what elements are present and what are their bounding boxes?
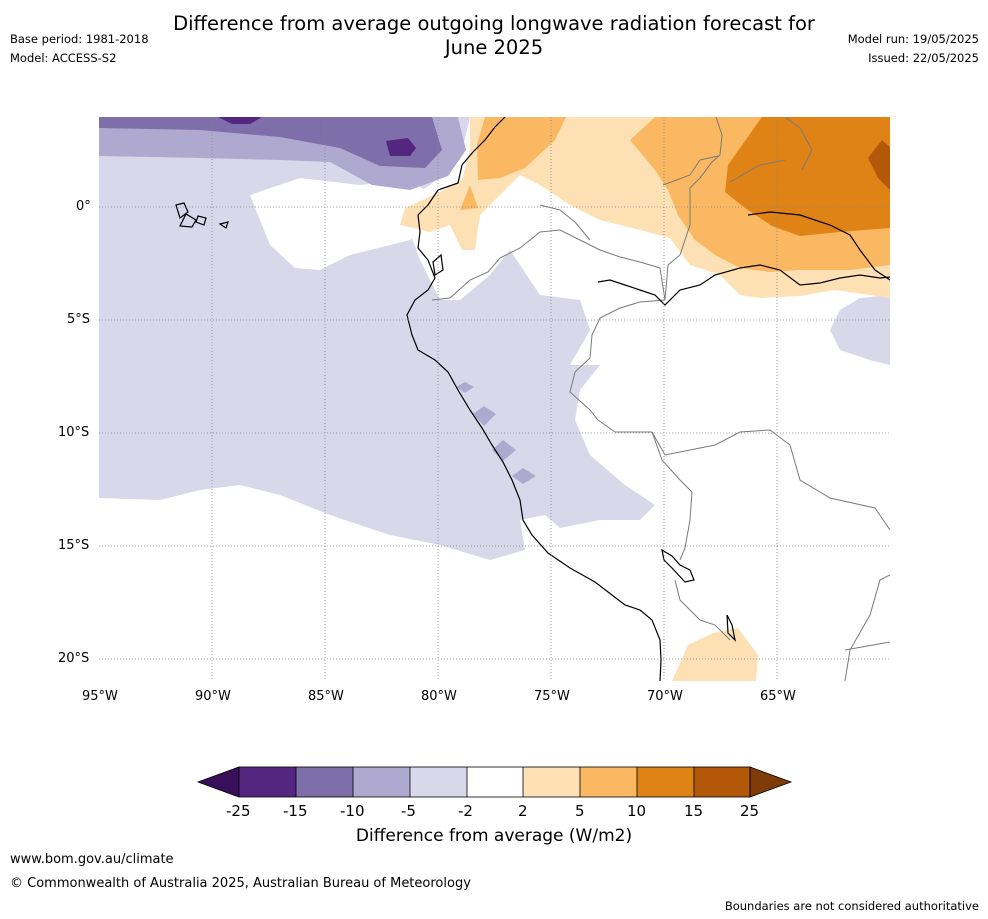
- colorbar-swatch-3: [353, 767, 410, 797]
- negative-anomaly-core-north: [218, 117, 262, 124]
- colorbar-tick-label: -5: [401, 802, 416, 820]
- lon-label-95w: 95°W: [82, 689, 118, 704]
- negative-spot-3: [492, 440, 516, 461]
- model-text: Model: ACCESS-S2: [10, 51, 117, 65]
- colorbar: [196, 766, 793, 798]
- positive-anomaly-core: [868, 140, 890, 190]
- coastlines: [175, 117, 890, 681]
- colorbar-swatch-5: [467, 767, 523, 797]
- disclaimer-text: Boundaries are not considered authoritat…: [724, 899, 979, 913]
- colorbar-tick-label: 5: [575, 802, 585, 820]
- website-link[interactable]: www.bom.gov.au/climate: [10, 852, 174, 867]
- positive-anomaly-region-south: [672, 628, 758, 681]
- colorbar-swatch-9: [694, 767, 750, 797]
- positive-anomaly-region-moderate: [477, 117, 566, 180]
- country-borders: [431, 117, 890, 681]
- negative-spot-2: [473, 406, 496, 426]
- colorbar-extend-high: [749, 766, 793, 798]
- lon-label-80w: 80°W: [421, 689, 457, 704]
- negative-anomaly-region-weak: [99, 117, 655, 560]
- neutral-region-north: [250, 178, 440, 270]
- colorbar-tick-label: 25: [740, 802, 760, 820]
- colorbar-tick-label: 10: [627, 802, 647, 820]
- colorbar-tick-label: -15: [283, 802, 308, 820]
- colorbar-swatch-4: [410, 767, 467, 797]
- negative-spot-4: [512, 468, 536, 484]
- colorbar-swatch-1: [239, 767, 296, 797]
- lon-label-65w: 65°W: [760, 689, 796, 704]
- colorbar-swatch-2: [296, 767, 353, 797]
- lat-label-15s: 15°S: [58, 538, 90, 553]
- lon-label-75w: 75°W: [534, 689, 570, 704]
- copyright-text: © Commonwealth of Australia 2025, Austra…: [10, 876, 471, 891]
- colorbar-swatch-7: [580, 767, 637, 797]
- colorbar-tick-label: -10: [340, 802, 365, 820]
- issued-text: Issued: 22/05/2025: [868, 51, 979, 65]
- map-title: Difference from average outgoing longwav…: [0, 12, 988, 60]
- lat-label-5s: 5°S: [67, 312, 91, 327]
- weak-negative-east: [830, 295, 890, 365]
- lat-label-0: 0°: [76, 199, 91, 214]
- negative-anomaly-region-strong: [99, 117, 442, 168]
- colorbar-title: Difference from average (W/m2): [355, 826, 633, 846]
- positive-anomaly-region-strong: [725, 117, 890, 236]
- positive-spot-west: [460, 185, 478, 210]
- colorbar-tick-label: -25: [226, 802, 251, 820]
- colorbar-swatch-6: [523, 767, 580, 797]
- colorbar-extend-low: [196, 766, 240, 798]
- negative-anomaly-core-east: [386, 138, 416, 156]
- lat-label-10s: 10°S: [58, 425, 90, 440]
- title-line-1: Difference from average outgoing longwav…: [173, 12, 815, 35]
- colorbar-tick-label: 2: [518, 802, 528, 820]
- negative-spot-1: [456, 382, 474, 393]
- lon-label-70w: 70°W: [647, 689, 683, 704]
- anomaly-field: [99, 117, 890, 681]
- lon-label-90w: 90°W: [195, 689, 231, 704]
- model-run-text: Model run: 19/05/2025: [847, 32, 979, 46]
- title-line-2: June 2025: [444, 36, 544, 59]
- colorbar-tick-label: -2: [458, 802, 473, 820]
- base-period-text: Base period: 1981-2018: [10, 32, 149, 46]
- colorbar-tick-label: 15: [684, 802, 704, 820]
- colorbar-swatch-8: [637, 767, 694, 797]
- lat-label-20s: 20°S: [58, 651, 90, 666]
- lon-label-85w: 85°W: [308, 689, 344, 704]
- graticule: [99, 117, 890, 681]
